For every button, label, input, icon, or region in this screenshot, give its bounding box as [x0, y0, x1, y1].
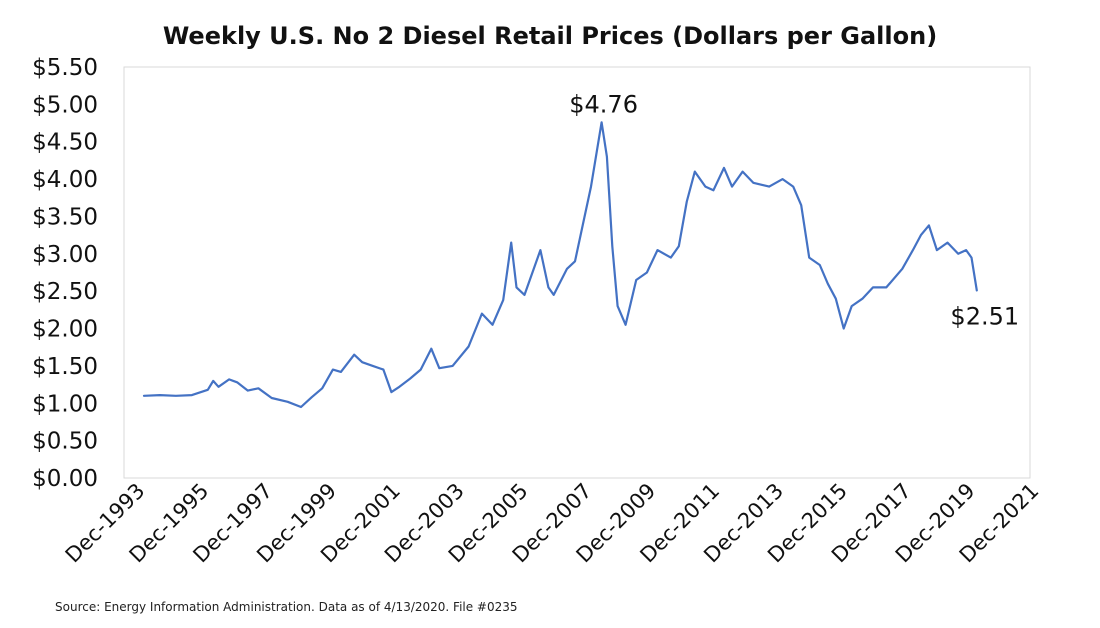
y-tick-label: $1.50 — [32, 354, 98, 380]
series-layer — [142, 121, 978, 409]
series-line — [142, 121, 978, 409]
x-axis-ticks: Dec-1993Dec-1995Dec-1997Dec-1999Dec-2001… — [61, 479, 1044, 568]
y-tick-label: $4.00 — [32, 167, 98, 193]
data-label: $2.51 — [950, 302, 1019, 330]
data-label: $4.76 — [569, 90, 638, 118]
y-tick-label: $3.00 — [32, 242, 98, 268]
annotation-layer: $4.76 $2.51 — [569, 90, 1019, 330]
source-note: Source: Energy Information Administratio… — [55, 600, 518, 614]
y-tick-label: $4.50 — [32, 130, 98, 156]
y-axis-ticks: $0.00 $0.50 $1.00 $1.50 $2.00 $2.50 $3.00 $3.50… — [32, 55, 98, 492]
y-tick-label: $3.50 — [32, 204, 98, 230]
y-tick-label: $1.00 — [32, 391, 98, 417]
y-tick-label: $2.00 — [32, 317, 98, 343]
y-tick-label: $2.50 — [32, 279, 98, 305]
chart-title: Weekly U.S. No 2 Diesel Retail Prices (D… — [162, 22, 938, 50]
y-tick-label: $5.00 — [32, 92, 98, 118]
y-tick-label: $0.50 — [32, 429, 98, 455]
y-tick-label: $0.00 — [32, 466, 98, 492]
y-tick-label: $5.50 — [32, 55, 98, 81]
plot-area — [123, 66, 1031, 479]
